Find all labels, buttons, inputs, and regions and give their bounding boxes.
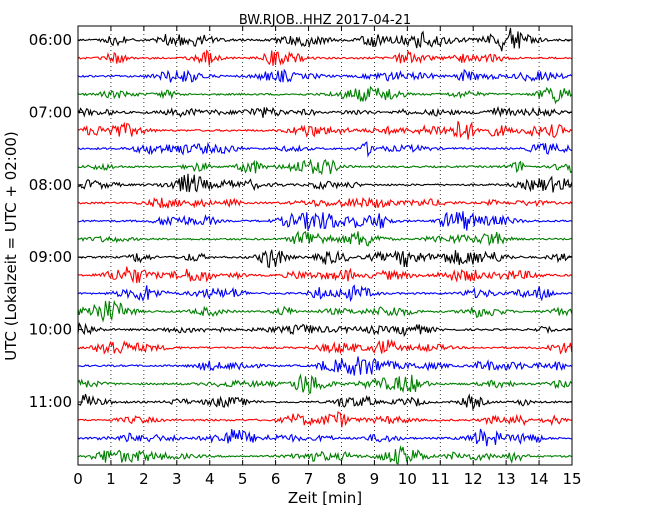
trace-line — [77, 141, 572, 158]
trace-line — [77, 49, 573, 66]
y-tick-label: 09:00 — [29, 248, 72, 266]
trace-line — [77, 411, 572, 428]
trace-line — [77, 299, 573, 323]
y-axis-ticks: 06:00 07:00 08:00 09:00 10:00 11:00 — [29, 31, 572, 411]
x-axis-label: Zeit [min] — [288, 489, 362, 507]
y-axis-label: UTC (Lokalzeit = UTC + 02:00) — [2, 131, 20, 361]
plot-frame — [77, 25, 573, 466]
trace-line — [77, 196, 573, 209]
trace-line — [77, 120, 573, 140]
x-tick-label: 3 — [172, 470, 182, 488]
trace-line — [77, 27, 572, 52]
x-tick-label: 1 — [106, 470, 116, 488]
trace-line — [77, 393, 572, 411]
x-tick-label: 0 — [73, 470, 83, 488]
x-tick-label: 13 — [497, 470, 516, 488]
trace-line — [77, 428, 572, 447]
trace-line — [77, 105, 572, 118]
y-tick-label: 10:00 — [29, 321, 72, 339]
x-tick-label: 8 — [337, 470, 347, 488]
trace-line — [77, 249, 572, 269]
trace-line — [77, 321, 572, 338]
trace-line — [77, 284, 573, 303]
x-tick-label: 6 — [271, 470, 281, 488]
trace-line — [77, 230, 572, 247]
x-tick-label: 10 — [398, 470, 417, 488]
trace-line — [77, 158, 573, 176]
trace-line — [77, 85, 573, 105]
grid — [110, 26, 540, 465]
x-tick-label: 2 — [139, 470, 149, 488]
x-tick-label: 5 — [238, 470, 248, 488]
x-tick-label: 12 — [464, 470, 483, 488]
chart-title: BW.RJOB..HHZ 2017-04-21 — [239, 13, 411, 28]
x-tick-label: 9 — [370, 470, 380, 488]
trace-line — [77, 266, 572, 284]
x-tick-label: 15 — [562, 470, 581, 488]
trace-line — [77, 338, 573, 355]
trace-line — [77, 68, 573, 83]
y-tick-label: 06:00 — [29, 31, 72, 49]
x-tick-label: 11 — [431, 470, 450, 488]
x-tick-label: 7 — [304, 470, 314, 488]
trace-line — [77, 173, 573, 193]
x-axis-ticks: 0 1 2 3 4 5 6 7 8 9 10 11 12 13 14 15 — [73, 26, 582, 488]
trace-line — [77, 373, 573, 394]
trace-line — [77, 211, 572, 232]
x-tick-label: 14 — [530, 470, 549, 488]
y-tick-label: 08:00 — [29, 176, 72, 194]
trace-line — [77, 445, 573, 465]
trace-line — [77, 356, 573, 376]
traces — [77, 27, 573, 465]
x-tick-label: 4 — [205, 470, 215, 488]
y-tick-label: 11:00 — [29, 393, 72, 411]
y-tick-label: 07:00 — [29, 103, 72, 121]
